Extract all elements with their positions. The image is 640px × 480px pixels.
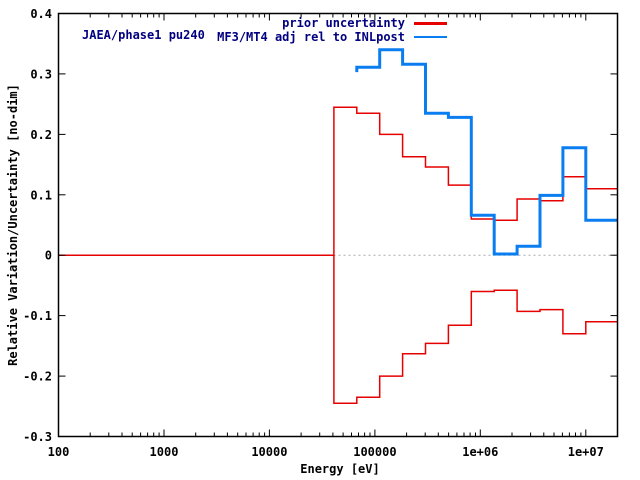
y-tick-label: 0.2	[30, 128, 52, 142]
legend-line-sample-red	[414, 36, 447, 38]
y-tick-label: 0.1	[30, 188, 52, 202]
y-tick-label: -0.2	[23, 370, 52, 384]
series-adjustment	[355, 48, 618, 256]
x-tick-label: 100000	[353, 445, 396, 459]
series-prior-uncertainty-lower	[333, 255, 618, 405]
y-tick-label: -0.1	[23, 309, 52, 323]
plot-frame	[57, 12, 619, 438]
y-tick-label: 0	[45, 249, 52, 263]
dataset-label: JAEA/phase1 pu240	[82, 28, 205, 42]
x-axis-title: Energy [eV]	[300, 462, 380, 476]
legend-entry-blue-label: prior uncertainty	[282, 16, 405, 30]
x-tick-label: 100	[48, 445, 70, 459]
y-tick-label: -0.3	[23, 430, 52, 444]
x-tick-label: 1e+06	[462, 445, 498, 459]
y-tick-label: 0.3	[30, 67, 52, 81]
y-tick-label: 0.4	[30, 7, 52, 21]
legend-line-sample-blue	[414, 22, 447, 25]
y-axis-title: Relative Variation/Uncertainty [no-dim]	[6, 84, 20, 366]
legend-entry-red-label: MF3/MT4 adj rel to INLpost	[217, 30, 405, 44]
series-prior-uncertainty-upper	[58, 106, 618, 256]
x-tick-label: 1e+07	[568, 445, 604, 459]
x-tick-label: 1000	[150, 445, 179, 459]
x-tick-label: 10000	[251, 445, 287, 459]
